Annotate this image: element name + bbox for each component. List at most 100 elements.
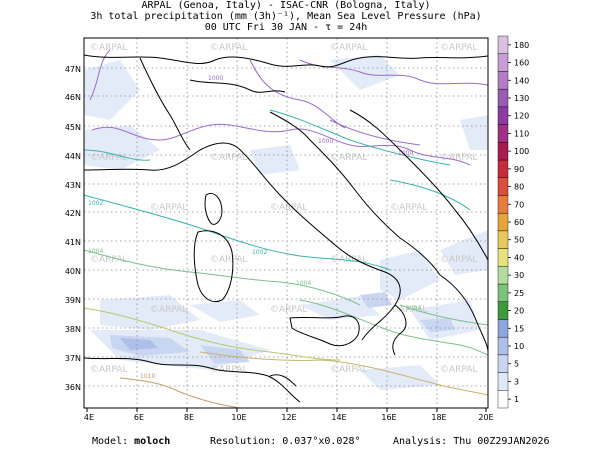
colorbar-label: 40: [514, 253, 524, 262]
colorbar-swatch: [497, 390, 509, 409]
lat-label: 36N: [65, 383, 81, 392]
colorbar-swatch: [497, 372, 509, 391]
lat-label: 39N: [65, 296, 81, 305]
watermark: ©ARPAL: [440, 153, 477, 163]
colorbar-label: 5: [514, 360, 519, 369]
model-label: Model:: [92, 436, 129, 447]
colorbar-label: 110: [514, 129, 529, 138]
swiss-border: [189, 79, 286, 93]
watermark: ©ARPAL: [90, 365, 127, 375]
isobar-label: 1004: [406, 305, 421, 312]
longitude-labels: 4E 6E 8E 10E 12E 14E 16E 18E 20E: [84, 413, 494, 422]
axis-ticks: [86, 408, 487, 412]
lat-label: 37N: [65, 354, 81, 363]
colorbar-label: 180: [514, 41, 529, 50]
colorbar-swatch: [497, 71, 509, 90]
colorbar-swatch: [497, 266, 509, 285]
colorbar-label: 1: [514, 395, 519, 404]
watermark: ©ARPAL: [440, 365, 477, 375]
watermark: ©ARPAL: [440, 43, 477, 53]
isobar-label: 1002: [88, 200, 103, 207]
colorbar-swatch: [497, 230, 509, 249]
lat-label: 38N: [65, 325, 81, 334]
watermark: ©ARPAL: [390, 203, 427, 213]
isobar-label: 1000: [318, 138, 333, 145]
isobar-1010: [119, 377, 241, 408]
greece-coast: [439, 274, 488, 353]
italy-coast: [84, 111, 441, 356]
lat-label: 46N: [65, 93, 81, 102]
lat-label: 45N: [65, 123, 81, 132]
title-line-1: ARPAL (Genoa, Italy) - ISAC-CNR (Bologna…: [141, 0, 431, 11]
lon-label: 14E: [331, 413, 346, 422]
isobar-1006: [84, 307, 341, 361]
lat-label: 42N: [65, 209, 81, 218]
precipitation-heavy-areas: [120, 338, 158, 350]
watermark: ©ARPAL: [270, 203, 307, 213]
colorbar-swatch: [497, 319, 509, 338]
isobar-label: 1010: [140, 373, 155, 380]
watermark: ©ARPAL: [330, 43, 367, 53]
isobar-lines: [84, 49, 488, 408]
colorbar-label: 140: [514, 76, 529, 85]
colorbar-swatch: [497, 106, 509, 125]
colorbar-swatch: [497, 35, 509, 54]
lon-label: 10E: [231, 413, 246, 422]
isobar-1008: [199, 351, 488, 396]
alps-border: [84, 54, 488, 68]
lon-label: 16E: [381, 413, 396, 422]
watermark: ©ARPAL: [210, 153, 247, 163]
graticule: [84, 38, 488, 408]
colorbar-label: 80: [514, 183, 524, 192]
isobar-labels: 1000 1000 1000 1002 1002 1004 1004 1004 …: [88, 75, 421, 380]
isobar-1004: [84, 249, 488, 356]
colorbar-label: 70: [514, 200, 524, 209]
isobar-1002: [84, 109, 471, 271]
colorbar-swatch: [497, 53, 509, 72]
colorbar-swatch: [497, 336, 509, 356]
sardinia: [193, 230, 234, 303]
latitude-labels: 36N 37N 38N 39N 40N 41N 42N 43N 44N 45N …: [65, 65, 81, 392]
corsica: [204, 193, 223, 225]
colorbar-swatch: [497, 212, 509, 232]
model-value: moloch: [134, 436, 171, 447]
africa-coast: [84, 357, 301, 403]
colorbar-swatch: [497, 88, 509, 108]
colorbar-label: 100: [514, 147, 529, 156]
watermark: ©ARPAL: [210, 255, 247, 265]
lon-label: 4E: [84, 413, 94, 422]
sicily: [289, 315, 360, 347]
isobar-label: 1000: [398, 150, 413, 157]
footer-model: Model: moloch: [92, 436, 170, 447]
colorbar-swatch: [497, 124, 509, 143]
colorbar-swatch: [497, 177, 509, 196]
colorbar: 1 3 5 10 15 20 25 30 40 50 60 70 80 90 100 110 120 130 140…: [497, 35, 529, 409]
watermark: ©ARPAL: [440, 255, 477, 265]
colorbar-swatch: [497, 301, 509, 320]
colorbar-label: 120: [514, 112, 529, 121]
lat-label: 47N: [65, 65, 81, 74]
colorbar-label: 30: [514, 271, 524, 280]
colorbar-label: 50: [514, 236, 524, 245]
colorbar-label: 25: [514, 289, 524, 298]
colorbar-label: 20: [514, 307, 524, 316]
watermark: ©ARPAL: [90, 43, 127, 53]
title-line-3: 00 UTC Fri 30 JAN - τ = 24h: [204, 22, 368, 33]
colorbar-swatch: [497, 159, 509, 178]
coastlines: [84, 54, 488, 403]
isobar-label: 1002: [252, 249, 267, 256]
watermark: ©ARPAL: [150, 305, 187, 315]
map-frame: [83, 37, 489, 409]
colorbar-label: 15: [514, 324, 524, 333]
colorbar-label: 3: [514, 377, 519, 386]
lat-label: 44N: [65, 152, 81, 161]
watermark: ©ARPAL: [210, 43, 247, 53]
colorbar-label: 130: [514, 94, 529, 103]
colorbar-swatch: [497, 354, 509, 373]
isobar-label: 1004: [88, 248, 103, 255]
footer-resolution: Resolution: 0.037°x0.028°: [210, 436, 361, 447]
isobar-1000: [89, 49, 488, 166]
colorbar-label: 60: [514, 218, 524, 227]
colorbar-label: 10: [514, 342, 524, 351]
isobar-label: 1004: [296, 280, 311, 287]
